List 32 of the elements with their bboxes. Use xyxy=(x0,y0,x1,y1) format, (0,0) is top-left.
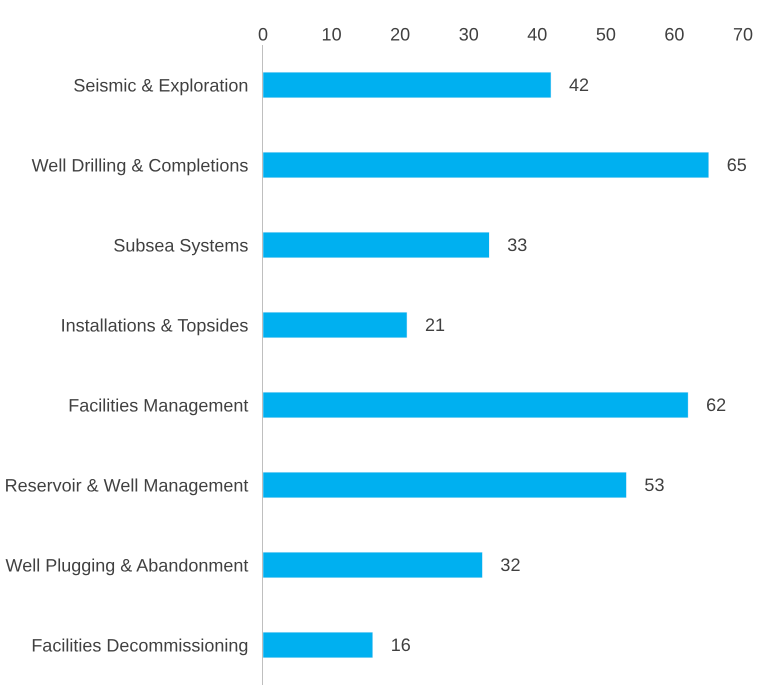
x-tick-label: 70 xyxy=(732,24,754,44)
x-tick-label: 10 xyxy=(322,24,342,44)
x-tick-label: 0 xyxy=(258,24,268,44)
y-tick-label: Well Drilling & Completions xyxy=(32,155,248,176)
x-tick-label: 30 xyxy=(458,24,479,44)
data-label: 32 xyxy=(485,555,520,575)
y-tick-label: Facilities Management xyxy=(68,395,248,416)
data-label: 65 xyxy=(712,155,747,175)
y-tick-label: Reservoir & Well Management xyxy=(4,475,248,496)
x-tick-label: 60 xyxy=(664,24,684,44)
y-tick-label: Subsea Systems xyxy=(113,235,248,256)
y-tick-label: Installations & Topsides xyxy=(60,315,248,336)
y-tick-label: Seismic & Exploration xyxy=(73,75,248,96)
x-tick-label: 50 xyxy=(596,24,616,44)
data-label: 62 xyxy=(691,395,726,415)
bar xyxy=(263,552,483,578)
bar xyxy=(263,472,627,498)
data-label: 42 xyxy=(554,75,590,95)
data-label: 53 xyxy=(629,475,664,495)
y-tick-label: Well Plugging & Abandonment xyxy=(6,555,248,576)
bar xyxy=(263,232,490,258)
bar xyxy=(263,312,408,338)
bar xyxy=(263,152,709,178)
data-label: 16 xyxy=(376,635,411,655)
data-label: 21 xyxy=(410,315,446,335)
bar xyxy=(263,392,688,418)
x-tick-label: 20 xyxy=(390,24,410,44)
bar xyxy=(263,72,552,98)
y-tick-label: Facilities Decommissioning xyxy=(31,635,248,656)
x-tick-label: 40 xyxy=(527,24,548,44)
bar xyxy=(263,632,373,658)
data-label: 33 xyxy=(492,235,528,255)
